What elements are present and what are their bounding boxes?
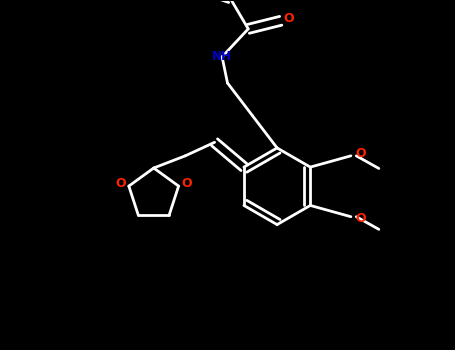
Text: O: O xyxy=(355,147,366,160)
Text: NH: NH xyxy=(212,50,232,63)
Text: O: O xyxy=(182,177,192,190)
Text: O: O xyxy=(116,177,126,190)
Text: O: O xyxy=(283,12,294,25)
Text: O: O xyxy=(355,212,366,225)
